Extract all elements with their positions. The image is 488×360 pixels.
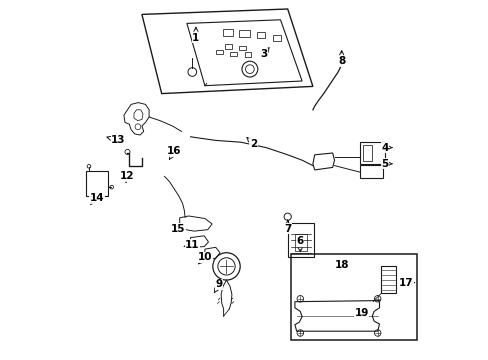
Bar	[291, 254, 416, 340]
Text: 18: 18	[334, 260, 348, 270]
Bar	[381, 266, 395, 293]
Bar	[216, 49, 222, 54]
Bar	[224, 44, 231, 49]
Text: 17: 17	[398, 278, 414, 288]
Text: 5: 5	[381, 159, 391, 169]
Text: 3: 3	[260, 48, 268, 59]
Bar	[359, 142, 384, 164]
Text: 7: 7	[284, 220, 291, 234]
Text: 12: 12	[120, 171, 135, 183]
Text: 4: 4	[381, 143, 391, 153]
Bar	[239, 30, 249, 37]
Text: 19: 19	[354, 308, 368, 318]
Bar	[256, 32, 264, 38]
Bar	[363, 145, 371, 161]
Text: 10: 10	[197, 252, 212, 264]
Bar	[272, 35, 280, 40]
Bar	[359, 165, 382, 178]
Bar	[86, 171, 107, 196]
Text: 15: 15	[170, 224, 185, 234]
Bar	[244, 52, 251, 57]
Text: 9: 9	[214, 279, 223, 293]
Text: 13: 13	[107, 135, 125, 145]
Text: 11: 11	[184, 240, 199, 250]
Text: 1: 1	[192, 27, 199, 43]
Bar	[239, 45, 246, 50]
Text: 8: 8	[337, 51, 345, 66]
Bar	[294, 234, 306, 251]
Text: 14: 14	[89, 193, 104, 204]
Text: 16: 16	[167, 146, 181, 159]
Bar	[288, 223, 314, 257]
Bar	[230, 51, 237, 56]
Text: 2: 2	[246, 138, 257, 149]
Text: 6: 6	[296, 236, 304, 252]
Bar	[223, 29, 233, 36]
